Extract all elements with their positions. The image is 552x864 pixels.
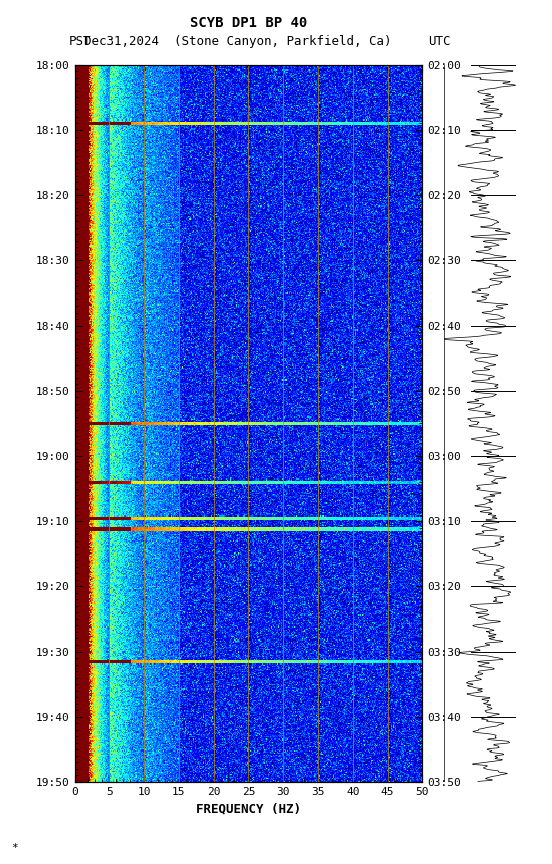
Text: *: * <box>11 843 18 853</box>
Text: Dec31,2024  (Stone Canyon, Parkfield, Ca): Dec31,2024 (Stone Canyon, Parkfield, Ca) <box>83 35 391 48</box>
Text: PST: PST <box>69 35 92 48</box>
Text: SCYB DP1 BP 40: SCYB DP1 BP 40 <box>190 16 307 30</box>
Text: UTC: UTC <box>428 35 450 48</box>
X-axis label: FREQUENCY (HZ): FREQUENCY (HZ) <box>196 803 301 816</box>
